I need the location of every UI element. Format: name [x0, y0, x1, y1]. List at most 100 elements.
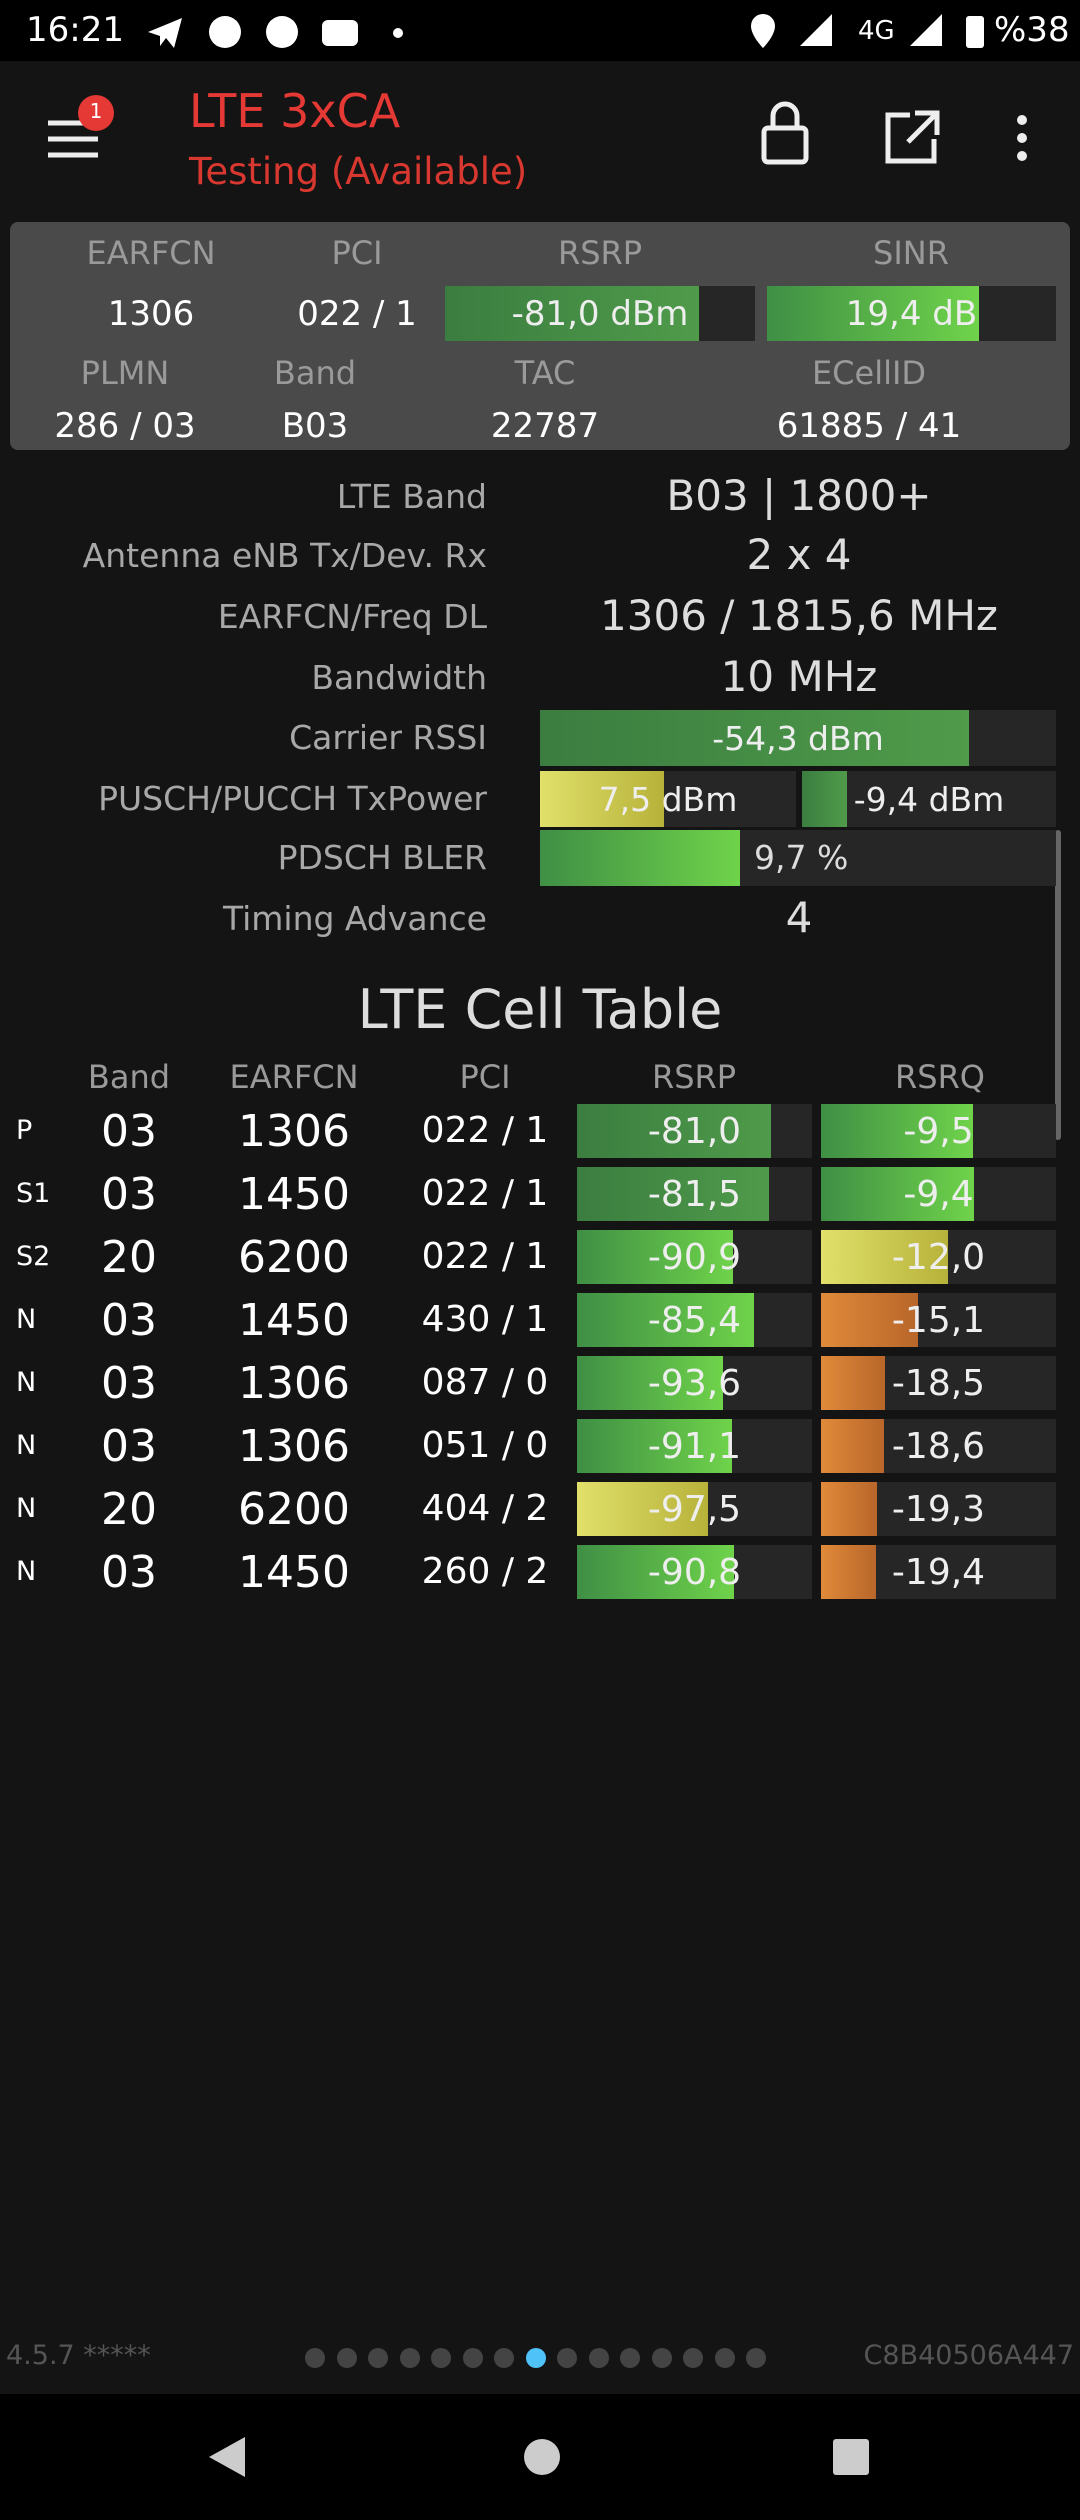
summary-value: 61885 / 41: [776, 406, 962, 446]
cell-rsrq-bar-track: -19,4: [821, 1545, 1056, 1599]
status-icons: [148, 14, 984, 48]
page-dot[interactable]: [525, 2348, 546, 2368]
app-subtitle: Testing (Available): [189, 150, 528, 193]
page-dot[interactable]: [368, 2348, 388, 2368]
cell-rsrq-bar-text: -15,1: [891, 1299, 986, 1341]
cell-rsrq-bar: [821, 1167, 974, 1221]
app-title: LTE 3xCA: [189, 84, 401, 138]
cell-rsrq-bar-text: -18,5: [891, 1362, 986, 1404]
detail-value: 1306 / 1815,6 MHz: [600, 591, 998, 640]
cell-earfcn: 1306: [238, 1421, 350, 1472]
pusch-bar-track: 7,5 dBm: [540, 771, 796, 827]
detail-value: B03 | 1800+: [666, 471, 932, 520]
summary-label: Band: [273, 354, 357, 392]
toolbar-icons[interactable]: [48, 101, 940, 165]
cell-pci: 430 / 1: [421, 1299, 549, 1340]
cell-rsrq-bar-track: -9,5: [821, 1104, 1056, 1158]
page-dot[interactable]: [431, 2348, 451, 2368]
cell-rsrp-bar-track: -93,6: [577, 1356, 812, 1410]
cell-rsrp-bar-track: -81,5: [577, 1167, 812, 1221]
summary-label: PCI: [331, 234, 383, 272]
more-icon[interactable]: [1017, 115, 1027, 161]
summary-label: TAC: [514, 354, 576, 392]
detail-label: Timing Advance: [222, 899, 487, 938]
cell-type: P: [16, 1115, 33, 1146]
cell-rsrq-bar-track: -19,3: [821, 1482, 1056, 1536]
summary-value: 1306: [107, 294, 195, 334]
cell-earfcn: 1306: [238, 1358, 350, 1409]
cell-band: 20: [101, 1484, 157, 1535]
page-dot[interactable]: [683, 2348, 703, 2368]
cell-pci: 404 / 2: [421, 1488, 549, 1529]
cell-rsrq-bar-track: -15,1: [821, 1293, 1056, 1347]
cell-type: S2: [16, 1241, 51, 1272]
page-dot[interactable]: [620, 2348, 640, 2368]
page-dot[interactable]: [557, 2348, 577, 2368]
bler-bar: [540, 830, 741, 886]
nav-buttons[interactable]: [209, 2437, 869, 2477]
cell-pci: 022 / 1: [421, 1236, 549, 1277]
page-dot[interactable]: [494, 2348, 514, 2368]
bler-value: 9,7 %: [754, 838, 849, 877]
cell-rsrp-bar-text: -90,8: [647, 1551, 742, 1593]
rssi-bar-track: -54,3 dBm: [540, 710, 1056, 766]
summary-value: B03: [281, 406, 349, 446]
summary-label: PLMN: [80, 354, 170, 392]
cell-rsrq-bar-track: -9,4: [821, 1167, 1056, 1221]
cell-pci: 087 / 0: [421, 1362, 549, 1403]
cell-rsrq-bar: [821, 1230, 949, 1284]
page-dot[interactable]: [651, 2348, 672, 2368]
page-dot[interactable]: [714, 2348, 735, 2368]
summary-label: SINR: [873, 234, 949, 272]
cell-type: S1: [16, 1178, 51, 1209]
cell-type: N: [16, 1304, 37, 1335]
column-header: RSRQ: [895, 1058, 985, 1096]
rsrp-bar-text: -81,0 dBm: [511, 293, 689, 334]
cell-type: N: [16, 1367, 37, 1398]
cell-band: 03: [101, 1547, 157, 1598]
cell-earfcn: 1306: [238, 1106, 350, 1157]
pucch-bar: [802, 771, 847, 827]
cell-rsrq-bar-text: -9,5: [903, 1110, 974, 1152]
cell-band: 03: [101, 1421, 157, 1472]
cell-rsrp-bar-track: -91,1: [577, 1419, 812, 1473]
rsrp-bar: [445, 286, 700, 341]
badge: [78, 95, 114, 131]
cell-rsrq-bar: [821, 1545, 876, 1599]
cell-band: 03: [101, 1358, 157, 1409]
cell-rsrp-bar-text: -91,1: [647, 1425, 742, 1467]
cell-earfcn: 1450: [238, 1295, 350, 1346]
rsrp-bar-track: -81,0 dBm: [445, 286, 755, 341]
badge-count: 1: [89, 99, 103, 123]
page-dot[interactable]: [462, 2348, 483, 2368]
cell-rsrp-bar-track: -90,8: [577, 1545, 812, 1599]
cell-rsrp-bar: [577, 1167, 769, 1221]
page-dot[interactable]: [399, 2348, 420, 2368]
column-header: Band: [87, 1058, 171, 1096]
cell-earfcn: 1450: [238, 1547, 350, 1598]
cell-earfcn: 1450: [238, 1169, 350, 1220]
page-dot[interactable]: [588, 2348, 609, 2368]
rssi-bar: [540, 710, 969, 766]
cell-band: 03: [101, 1295, 157, 1346]
column-header: EARFCN: [229, 1058, 359, 1096]
cell-rsrp-bar-track: -81,0: [577, 1104, 812, 1158]
page-dot[interactable]: [305, 2348, 325, 2368]
cell-rsrp-bar-text: -81,0: [647, 1110, 742, 1152]
cell-rsrp-bar: [577, 1356, 723, 1410]
cell-pci: 022 / 1: [421, 1173, 549, 1214]
page-dot[interactable]: [336, 2348, 357, 2368]
detail-label: LTE Band: [336, 477, 487, 516]
page-dot[interactable]: [746, 2348, 766, 2368]
cell-pci: 051 / 0: [421, 1425, 549, 1466]
cell-rsrq-bar-text: -12,0: [891, 1236, 986, 1278]
cell-rsrq-bar-text: -19,4: [891, 1551, 986, 1593]
scrollbar: [1055, 830, 1061, 1140]
cell-rsrp-bar-track: -85,4: [577, 1293, 812, 1347]
cell-type: N: [16, 1556, 37, 1587]
cell-rsrp-bar-text: -90,9: [647, 1236, 742, 1278]
summary-label: EARFCN: [86, 234, 216, 272]
cell-band: 03: [101, 1169, 157, 1220]
